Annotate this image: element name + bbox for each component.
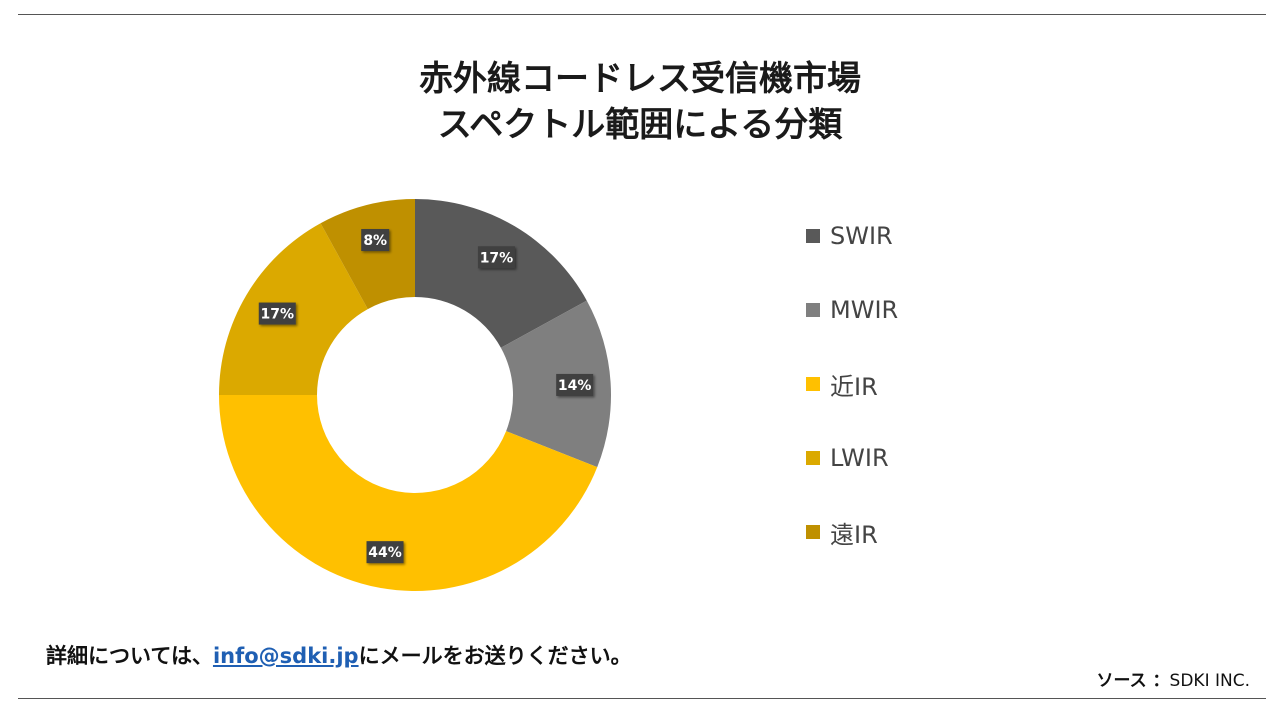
legend-swatch-3 <box>806 377 820 391</box>
donut-chart: 17% 14% 44% 17% 8% <box>219 199 611 592</box>
contact-note: 詳細については、info@sdki.jpにメールをお送りください。 <box>46 640 632 670</box>
legend-swatch-2 <box>806 303 820 317</box>
legend-item-1: SWIR <box>806 218 893 254</box>
data-label-text-3: 44% <box>368 545 402 561</box>
donut-slice-2 <box>500 300 611 468</box>
legend-label-5: 遠IR <box>830 520 878 549</box>
data-label-box-3 <box>366 541 404 564</box>
data-label-box-5 <box>361 229 390 252</box>
legend-item-2: MWIR <box>806 292 898 328</box>
data-label-4: 17% <box>258 302 296 325</box>
donut-slice-3 <box>219 395 598 592</box>
bottom-rule <box>18 698 1266 699</box>
data-label-2: 14% <box>556 373 594 396</box>
legend-label-4: LWIR <box>830 444 889 472</box>
data-label-text-2: 14% <box>558 378 592 394</box>
chart-title: 赤外線コードレス受信機市場 スペクトル範囲による分類 <box>0 56 1280 148</box>
legend-label-3: 近IR <box>830 372 878 401</box>
legend-swatch-5 <box>806 525 820 539</box>
data-label-box-1 <box>477 246 515 269</box>
data-label-5: 8% <box>361 229 390 252</box>
chart-title-line1: 赤外線コードレス受信機市場 <box>419 59 861 99</box>
data-label-3: 44% <box>366 541 404 564</box>
contact-note-suffix: にメールをお送りください。 <box>358 644 632 668</box>
data-label-text-4: 17% <box>261 307 295 323</box>
data-label-text-5: 8% <box>363 233 387 249</box>
legend-item-4: LWIR <box>806 440 889 476</box>
top-rule <box>18 14 1266 15</box>
chart-title-line2: スペクトル範囲による分類 <box>437 105 843 145</box>
source-value: SDKI INC. <box>1169 671 1250 691</box>
legend-swatch-4 <box>806 451 820 465</box>
source-credit: ソース ：SDKI INC. <box>1096 666 1250 691</box>
donut-slice-1 <box>415 199 587 348</box>
data-label-box-4 <box>258 302 296 325</box>
donut-slice-5 <box>320 199 415 310</box>
legend-item-5: 遠IR <box>806 514 878 550</box>
legend-item-3: 近IR <box>806 366 878 402</box>
legend-label-1: SWIR <box>830 222 893 250</box>
data-label-text-1: 17% <box>480 250 514 266</box>
data-label-box-2 <box>556 373 594 396</box>
contact-note-prefix: 詳細については、 <box>46 644 213 668</box>
legend-swatch-1 <box>806 229 820 243</box>
email-link[interactable]: info@sdki.jp <box>212 644 359 668</box>
legend-label-2: MWIR <box>830 296 899 324</box>
source-label: ソース ： <box>1096 671 1170 691</box>
data-label-1: 17% <box>477 246 515 269</box>
